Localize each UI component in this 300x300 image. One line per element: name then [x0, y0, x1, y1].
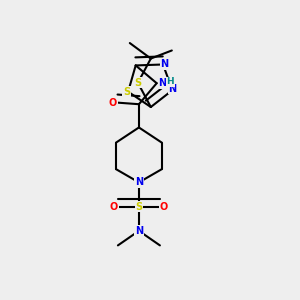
Text: O: O — [109, 98, 117, 108]
Text: S: S — [123, 87, 130, 97]
Text: H: H — [167, 77, 174, 86]
Text: N: N — [168, 84, 176, 94]
Text: N: N — [135, 177, 143, 188]
Text: N: N — [158, 78, 166, 88]
Text: O: O — [110, 202, 118, 212]
Text: O: O — [160, 202, 168, 212]
Text: S: S — [134, 78, 142, 88]
Text: N: N — [160, 59, 169, 70]
Text: N: N — [135, 226, 143, 236]
Text: S: S — [135, 202, 142, 212]
